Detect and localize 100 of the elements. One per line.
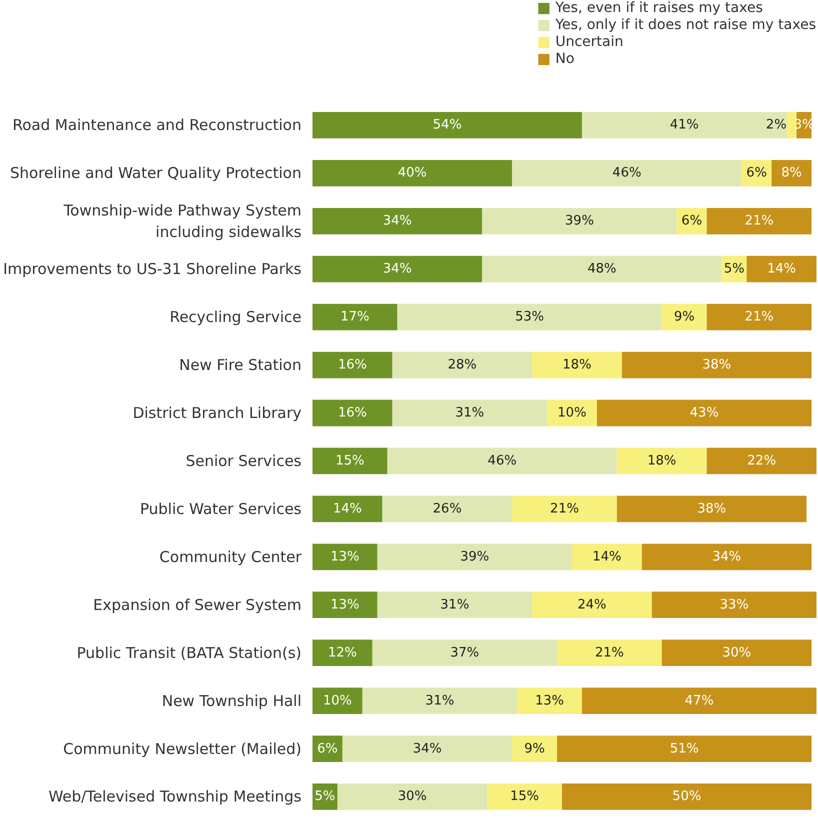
y-tick-label: Community Center	[159, 548, 302, 566]
data-label: 46%	[612, 166, 642, 181]
bar	[312, 592, 378, 618]
data-label: 10%	[323, 693, 352, 708]
data-label: 5%	[724, 262, 744, 277]
y-tick-label: Web/Televised Township Meetings	[48, 788, 302, 806]
bar	[512, 496, 617, 522]
data-label: 6%	[317, 741, 338, 756]
data-label: 30%	[398, 789, 427, 804]
y-tick-label: Community Newsletter (Mailed)	[63, 740, 302, 758]
data-label: 21%	[744, 214, 774, 229]
bar	[362, 688, 518, 714]
bar	[312, 544, 378, 570]
data-label: 18%	[562, 358, 592, 373]
bar	[532, 592, 652, 618]
bar	[582, 112, 787, 138]
y-tick-label: Senior Services	[186, 452, 302, 470]
bar	[312, 688, 362, 714]
bar	[746, 256, 816, 282]
legend-label: Uncertain	[555, 34, 624, 50]
bar	[382, 496, 512, 522]
bar	[616, 448, 707, 474]
y-tick-label: Public Water Services	[140, 500, 302, 518]
data-label: 46%	[488, 453, 517, 468]
data-label: 53%	[515, 310, 544, 325]
bar	[337, 784, 488, 810]
data-label: 13%	[330, 597, 360, 612]
legend-label: Yes, only if it does not raise my taxes	[555, 17, 816, 33]
bar	[377, 592, 532, 618]
bar	[397, 304, 662, 330]
bar	[616, 496, 807, 522]
data-label: 50%	[672, 789, 702, 804]
data-label: 37%	[450, 645, 480, 660]
bar	[377, 544, 572, 570]
data-label: 15%	[510, 789, 540, 804]
y-tick-label: Road Maintenance and Reconstruction	[12, 116, 302, 134]
data-label: 17%	[340, 310, 370, 325]
y-tick-label: Shoreline and Water Quality Protection	[10, 164, 302, 182]
data-label: 31%	[425, 693, 454, 708]
data-label: 24%	[578, 597, 606, 612]
bar	[372, 640, 558, 666]
data-label: 40%	[398, 166, 427, 181]
y-tick-label: Recycling Service	[170, 308, 302, 326]
bar	[706, 208, 812, 234]
data-label: 26%	[432, 501, 462, 516]
data-label: 28%	[448, 358, 477, 373]
data-label: 13%	[330, 549, 360, 564]
data-label: 34%	[382, 262, 412, 277]
data-label: 14%	[332, 501, 362, 516]
bar	[392, 352, 532, 378]
bar	[706, 448, 816, 474]
legend-label: Yes, even if it raises my taxes	[555, 0, 763, 16]
bar	[482, 256, 722, 282]
data-label: 6%	[681, 214, 702, 229]
bar	[312, 352, 392, 378]
bar	[312, 496, 382, 522]
bar	[512, 736, 558, 762]
data-label: 22%	[747, 453, 776, 468]
data-label: 16%	[338, 406, 367, 420]
data-label: 5%	[314, 789, 336, 804]
data-label: 10%	[558, 406, 586, 420]
bar	[572, 544, 642, 570]
bar	[562, 784, 812, 810]
bar	[622, 352, 812, 378]
bar	[557, 736, 812, 762]
data-label: 48%	[587, 262, 616, 277]
data-label: 12%	[328, 645, 357, 660]
bar	[312, 208, 482, 234]
data-label: 38%	[702, 358, 732, 373]
data-label: 31%	[455, 406, 484, 420]
bar	[582, 688, 816, 714]
bar	[662, 640, 812, 666]
bar	[487, 784, 562, 810]
data-label: 43%	[690, 406, 719, 420]
data-label: 34%	[382, 214, 412, 229]
bar	[557, 640, 662, 666]
bar	[312, 112, 582, 138]
bar	[772, 160, 812, 186]
bar	[547, 400, 597, 426]
data-label: 16%	[338, 358, 367, 373]
data-label: 13%	[535, 693, 564, 708]
data-label: 8%	[781, 166, 802, 181]
data-label: 34%	[412, 741, 442, 756]
bar	[387, 448, 617, 474]
legend-label: No	[555, 51, 576, 67]
data-label: 39%	[565, 214, 594, 229]
y-tick-label: Improvements to US-31 Shoreline Parks	[3, 260, 302, 278]
y-tick-label: Public Transit (BATA Station(s)	[76, 644, 302, 662]
bar	[392, 400, 548, 426]
data-label: 41%	[670, 118, 699, 133]
data-label: 6%	[746, 166, 767, 181]
y-tick-label: District Branch Library	[132, 404, 302, 422]
bar	[312, 448, 388, 474]
data-label: 39%	[460, 549, 490, 564]
data-label: 51%	[670, 741, 699, 756]
bar	[312, 304, 398, 330]
data-label: 2%	[766, 118, 787, 133]
y-tick-label: Expansion of Sewer System	[93, 596, 302, 614]
y-tick-label: New Township Hall	[162, 692, 302, 710]
data-label: 21%	[744, 310, 774, 325]
